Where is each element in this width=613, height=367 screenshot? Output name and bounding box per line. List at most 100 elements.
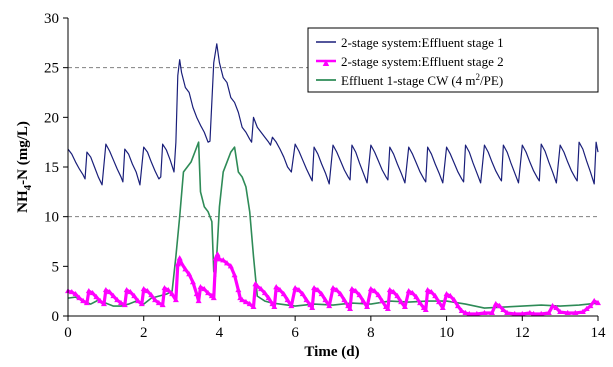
legend-label-1stage: Effluent 1-stage CW (4 m2/PE)	[341, 72, 503, 88]
stage2-point-marker	[595, 299, 601, 306]
stage2-point-marker	[123, 286, 130, 293]
stage2-point-marker	[178, 260, 185, 266]
stage2-point-marker	[553, 304, 560, 311]
stage2-point-marker	[212, 255, 219, 261]
stage2-point-marker	[466, 310, 473, 317]
stage2-point-marker	[409, 289, 416, 296]
stage2-point-marker	[591, 297, 598, 304]
stage2-point-marker	[333, 286, 340, 293]
x-tick-label: 8	[367, 325, 375, 341]
stage2-point-marker	[271, 303, 278, 310]
stage2-point-marker	[314, 286, 321, 293]
stage2-point-marker	[458, 307, 465, 314]
stage2-point-marker	[97, 297, 104, 304]
x-tick-label: 10	[439, 325, 454, 341]
stage2-point-marker	[583, 305, 590, 312]
stage2-point-marker	[197, 283, 204, 290]
stage2-point-marker	[161, 284, 168, 291]
stage2-point-marker	[390, 288, 397, 295]
stage2-point-marker	[405, 287, 412, 294]
stage2-point-marker	[220, 257, 227, 263]
stage2-point-marker	[526, 309, 533, 316]
stage2-point-marker	[530, 310, 537, 317]
stage2-point-marker	[386, 286, 393, 293]
y-tick-label: 5	[52, 259, 60, 275]
x-tick-label: 14	[591, 325, 607, 341]
stage2-point-marker	[367, 285, 374, 292]
stage2-point-marker	[443, 290, 450, 297]
stage2-point-marker	[511, 310, 518, 317]
stage2-point-marker	[138, 300, 145, 307]
stage2-point-marker	[227, 263, 234, 269]
stage2-point-marker	[318, 290, 325, 297]
stage2-point-marker	[557, 308, 564, 315]
stage2-point-marker	[538, 310, 545, 317]
stage2-point-marker	[93, 293, 100, 300]
stage2-point-marker	[85, 287, 92, 294]
stage2-point-marker	[165, 286, 172, 293]
stage2-point-marker	[326, 302, 333, 309]
stage2-point-marker	[214, 251, 221, 257]
stage2-point-marker	[80, 297, 87, 304]
stage2-point-marker	[205, 289, 212, 296]
stage2-point-marker	[352, 287, 359, 294]
stage2-point-marker	[303, 296, 310, 303]
stage2-point-marker	[83, 299, 90, 306]
stage2-point-marker	[216, 256, 223, 262]
stage2-point-marker	[210, 294, 217, 301]
series-stage1-line	[67, 43, 599, 186]
y-tick-label: 15	[44, 160, 59, 176]
stage2-point-marker	[371, 287, 378, 294]
stage2-point-marker	[379, 297, 386, 304]
stage2-point-marker	[428, 288, 435, 295]
stage2-point-marker	[451, 296, 458, 303]
x-tick-label: 0	[64, 325, 72, 341]
y-tick-label: 30	[44, 11, 59, 27]
stage2-point-marker	[152, 296, 159, 303]
stage2-point-marker	[135, 297, 142, 304]
stage2-point-marker	[341, 296, 348, 303]
stage2-point-marker	[417, 299, 424, 306]
stage2-point-marker	[348, 285, 355, 292]
stage2-point-marker	[587, 302, 594, 309]
stage2-point-marker	[292, 284, 299, 291]
stage2-point-marker	[242, 298, 249, 305]
stage2-point-marker	[572, 309, 579, 316]
stage2-point-marker	[277, 286, 283, 293]
stage2-point-marker	[454, 302, 461, 309]
legend-box	[307, 27, 599, 93]
y-tick-label: 25	[44, 61, 59, 77]
stage2-point-marker	[100, 300, 107, 307]
legend-marker-stage2: ▲	[321, 57, 332, 69]
stage2-point-marker	[169, 290, 176, 297]
x-tick-label: 6	[291, 325, 299, 341]
stage2-point-marker	[413, 293, 420, 300]
stage2-point-marker	[500, 306, 507, 313]
stage2-point-marker	[564, 309, 571, 316]
x-tick-label: 4	[216, 325, 224, 341]
stage2-point-marker	[436, 298, 442, 305]
legend-label-stage2: 2-stage system:Effluent stage 2	[341, 54, 504, 69]
stage2-point-marker	[140, 285, 147, 292]
stage2-point-marker	[496, 302, 503, 309]
stage2-point-marker	[424, 286, 431, 293]
stage2-point-marker	[462, 309, 469, 316]
stage2-point-marker	[246, 300, 253, 307]
stage2-point-marker	[288, 302, 295, 309]
stage2-point-marker	[295, 286, 302, 293]
stage2-point-marker	[131, 292, 138, 299]
stage2-point-marker	[473, 310, 480, 317]
stage2-point-marker	[193, 290, 200, 297]
stage2-point-marker	[401, 303, 408, 310]
legend: 2-stage system:Effluent stage 1 ▲ 2-stag…	[307, 27, 599, 93]
x-tick-label: 2	[140, 325, 148, 341]
stage2-point-marker	[231, 272, 238, 278]
stage2-point-marker	[258, 285, 265, 292]
stage2-point-marker	[159, 301, 166, 308]
stage2-point-marker	[356, 291, 363, 298]
stage2-point-marker	[545, 309, 552, 316]
stage2-point-marker	[422, 306, 429, 313]
y-tick-label: 0	[52, 309, 60, 325]
stage2-point-marker	[394, 292, 401, 299]
